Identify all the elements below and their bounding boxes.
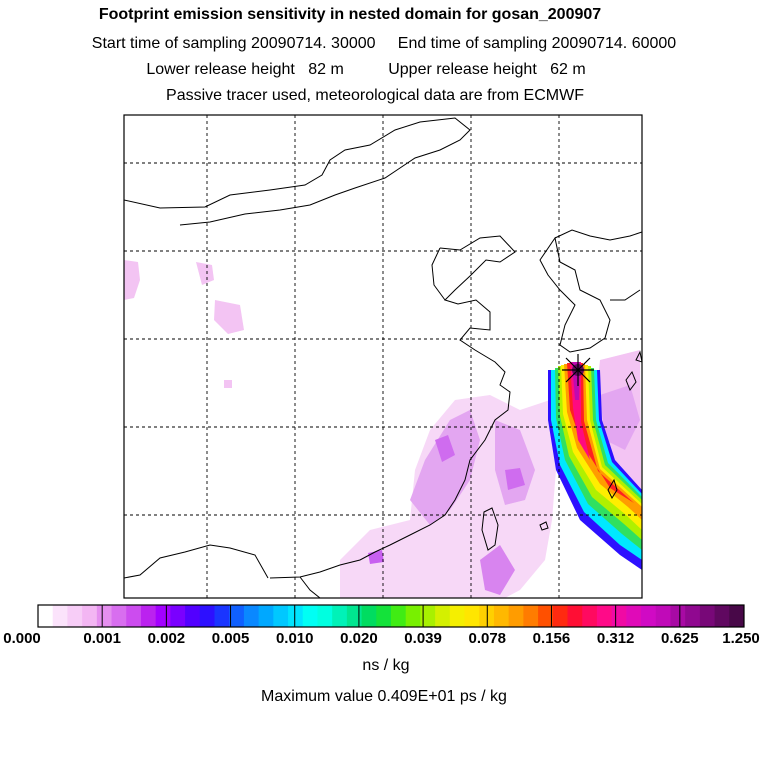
colorbar-cell: [670, 605, 686, 627]
colorbar-cell: [508, 605, 524, 627]
colorbar-cell: [96, 605, 113, 627]
coastline-china: [269, 235, 516, 579]
colorbar-cell: [332, 605, 348, 627]
sensitivity-field: [124, 260, 642, 598]
colorbar-cell: [52, 605, 68, 627]
colorbar-tick-label: 0.010: [275, 630, 314, 647]
colorbar-cell: [405, 605, 421, 627]
colorbar-cell: [214, 605, 230, 627]
map-frame: [123, 114, 643, 599]
colorbar-unit: ns / kg: [362, 657, 410, 674]
plume-blob: [600, 385, 640, 450]
colorbar-cell: [67, 605, 83, 627]
colorbar-cell: [552, 605, 568, 627]
colorbar-cell: [493, 605, 510, 627]
release-heights: Lower release height 82 m Upper release …: [146, 61, 586, 78]
colorbar-tick-label: 0.020: [340, 630, 378, 647]
colorbar-cell: [185, 605, 201, 627]
plume-blob: [495, 420, 535, 505]
colorbar-dividers: [101, 605, 681, 627]
border-north-korea: [554, 229, 642, 241]
coastline-korea-east: [610, 289, 641, 301]
colorbar-cell: [714, 605, 730, 627]
colorbar-cell: [596, 605, 613, 627]
colorbar-tick-label: 0.039: [404, 630, 442, 647]
colorbar-cell: [155, 605, 171, 627]
colorbar-cell: [288, 605, 304, 627]
colorbar-cell: [655, 605, 671, 627]
colorbar-cell: [626, 605, 642, 627]
colorbar-cells: [38, 605, 745, 627]
coastline-island: [539, 521, 549, 531]
colorbar-tick-label: 1.250: [722, 630, 760, 647]
colorbar-tick-label: 0.078: [468, 630, 507, 647]
colorbar-cell: [641, 605, 657, 627]
colorbar-cell: [199, 605, 215, 627]
colorbar-cell: [567, 605, 583, 627]
star-marker-icon: [562, 354, 594, 386]
colorbar-cell: [464, 605, 480, 627]
colorbar-cell: [170, 605, 186, 627]
coastline-korea: [539, 236, 611, 353]
colorbar-tick-label: 0.156: [532, 630, 571, 647]
colorbar-cell: [258, 605, 274, 627]
colorbar-tick-label: 0.625: [661, 630, 699, 647]
colorbar-cell: [435, 605, 451, 627]
tracer-info: Passive tracer used, meteorological data…: [166, 87, 584, 104]
lat-lon-grid: [124, 115, 642, 598]
sampling-times: Start time of sampling 20090714. 30000 E…: [91, 35, 677, 52]
colorbar-frame: [37, 604, 745, 628]
plume-blob: [196, 262, 214, 285]
plume-blob: [214, 300, 244, 334]
colorbar-cell: [699, 605, 716, 627]
colorbar-cell: [140, 605, 157, 627]
colorbar-cell: [111, 605, 127, 627]
colorbar-cell: [582, 605, 598, 627]
coastline-island: [625, 370, 637, 392]
plume-blob: [124, 260, 140, 300]
plot-title: Footprint emission sensitivity in nested…: [98, 6, 602, 23]
colorbar-cell: [361, 605, 377, 627]
coastline-island: [607, 478, 618, 500]
colorbar-cell: [376, 605, 392, 627]
colorbar-cell: [523, 605, 539, 627]
plume-blob: [480, 545, 515, 595]
plume-blob: [435, 435, 455, 462]
coastlines: [124, 117, 642, 598]
border-south-2: [299, 576, 321, 598]
colorbar-tick-label: 0.001: [83, 630, 121, 647]
colorbar-tick-label: 0.005: [211, 630, 250, 647]
colorbar-cell: [126, 605, 142, 627]
maximum-value: Maximum value 0.409E+01 ps / kg: [261, 688, 507, 705]
colorbar-cell: [420, 605, 436, 627]
coastline-island: [635, 350, 642, 363]
plume-blob: [410, 410, 480, 525]
colorbar-tick-label: 0.312: [596, 630, 635, 647]
colorbar-cell: [229, 605, 245, 627]
coastline-bohai: [431, 247, 446, 301]
colorbar-cell: [685, 605, 701, 627]
colorbar-cell: [243, 605, 260, 627]
plume-blob: [505, 468, 525, 490]
colorbar-cell: [82, 605, 98, 627]
colorbar-tick-label: 0.002: [147, 630, 186, 647]
colorbar-cell: [38, 605, 54, 627]
plume-blob: [224, 380, 232, 388]
border-line: [124, 117, 471, 226]
coastline-taiwan: [481, 507, 499, 551]
colorbar-cell: [302, 605, 318, 627]
colorbar-cell: [273, 605, 289, 627]
colorbar-cell: [317, 605, 333, 627]
colorbar-cell: [729, 605, 745, 627]
colorbar-cell: [449, 605, 466, 627]
colorbar-cell: [538, 605, 554, 627]
border-south: [124, 544, 269, 579]
colorbar-cell: [346, 605, 363, 627]
colorbar-cell: [391, 605, 407, 627]
colorbar-cell: [611, 605, 627, 627]
colorbar-tick-label: 0.000: [3, 630, 41, 647]
